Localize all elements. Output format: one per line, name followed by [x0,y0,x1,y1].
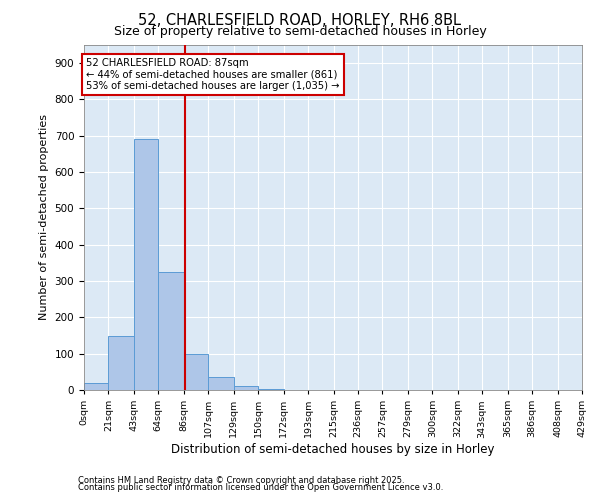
Text: Contains public sector information licensed under the Open Government Licence v3: Contains public sector information licen… [78,484,443,492]
Bar [158,272,184,390]
Text: Contains HM Land Registry data © Crown copyright and database right 2025.: Contains HM Land Registry data © Crown c… [78,476,404,485]
X-axis label: Distribution of semi-detached houses by size in Horley: Distribution of semi-detached houses by … [171,443,495,456]
Bar [184,354,208,390]
Bar [109,336,134,390]
Text: 52, CHARLESFIELD ROAD, HORLEY, RH6 8BL: 52, CHARLESFIELD ROAD, HORLEY, RH6 8BL [139,13,461,28]
Text: Size of property relative to semi-detached houses in Horley: Size of property relative to semi-detach… [113,25,487,38]
Bar [134,140,158,390]
Bar [84,382,109,390]
Y-axis label: Number of semi-detached properties: Number of semi-detached properties [39,114,49,320]
Bar [208,378,234,390]
Bar [234,386,258,390]
Text: 52 CHARLESFIELD ROAD: 87sqm
← 44% of semi-detached houses are smaller (861)
53% : 52 CHARLESFIELD ROAD: 87sqm ← 44% of sem… [86,58,340,91]
